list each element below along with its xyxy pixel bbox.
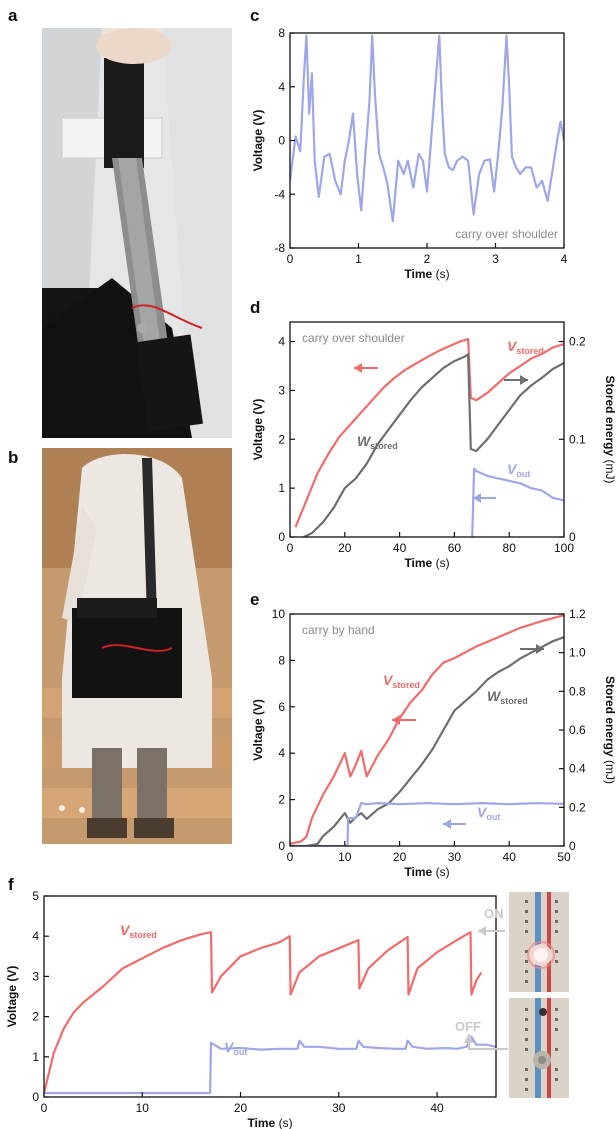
x-axis-label-c: Time (s) (404, 267, 449, 281)
y-axis-label-f: Voltage (V) (5, 966, 19, 1028)
y-tick-label-e: 4 (278, 746, 285, 760)
y-tick-label-d: 2 (278, 432, 285, 446)
annotation-c: carry over shoulder (455, 227, 558, 241)
indicator-on-label: ON (484, 906, 504, 921)
y2-tick-label-e: 0 (569, 839, 576, 853)
x-tick-label-d: 20 (338, 541, 352, 555)
y-tick-label-d: 3 (278, 383, 285, 397)
y-tick-label-e: 6 (278, 700, 285, 714)
y-tick-label-e: 0 (278, 839, 285, 853)
x-tick-label-f: 0 (41, 1101, 48, 1115)
series-label-e-2: Vout (477, 804, 500, 822)
y2-tick-label-e: 1.0 (569, 646, 586, 660)
y-axis-label-e: Voltage (V) (251, 699, 265, 761)
y-tick-label-c: -4 (274, 187, 285, 201)
series-line-e-1 (290, 637, 564, 846)
arrow-d-wstored-head (520, 375, 528, 385)
y2-tick-label-d: 0 (569, 530, 576, 544)
y-axis-label-c: Voltage (V) (251, 110, 265, 172)
y-tick-label-f: 5 (32, 889, 39, 903)
series-label-d-1: Wstored (357, 433, 398, 451)
x-tick-label-f: 40 (430, 1101, 444, 1115)
y2-tick-label-d: 0.1 (569, 432, 586, 446)
y-tick-label-f: 1 (32, 1050, 39, 1064)
y-tick-label-f: 0 (32, 1090, 39, 1104)
series-line-e-2 (290, 803, 564, 846)
y2-tick-label-e: 1.2 (569, 607, 586, 621)
series-label-e-1: Wstored (487, 688, 528, 706)
y-tick-label-c: 4 (278, 80, 285, 94)
series-line-f-0 (44, 932, 481, 1093)
y-tick-label-f: 2 (32, 1010, 39, 1024)
chart-e: 0 10 20 30 40 50024681000.20.40.60.81.01.2Tim… (251, 607, 616, 879)
x-tick-label-e: 0 (287, 850, 294, 864)
x-tick-label-d: 0 (287, 541, 294, 555)
x-tick-label-f: 20 (234, 1101, 248, 1115)
y-tick-label-c: 8 (278, 26, 285, 40)
series-line-d-0 (296, 339, 565, 527)
y-tick-label-d: 4 (278, 335, 285, 349)
x-tick-label-d: 80 (503, 541, 517, 555)
chart-c: 0 1 2 3 4 -8 -4 0 4 8 Time (s) Voltage (V) carry ove… (251, 26, 568, 281)
x-tick-label-c: 4 (561, 252, 568, 266)
x-axis-label-d: Time (s) (404, 556, 449, 570)
x-axis-label-e: Time (s) (404, 865, 449, 879)
y2-tick-label-d: 0.2 (569, 335, 586, 349)
x-tick-label-f: 30 (332, 1101, 346, 1115)
x-tick-label-d: 40 (393, 541, 407, 555)
plot-frame-c (290, 33, 564, 248)
x-tick-label-c: 0 (287, 252, 294, 266)
series-label-d-2: Vout (507, 461, 530, 479)
arrow-e-vout-head (443, 819, 451, 829)
series-label-f-0: Vstored (120, 922, 157, 940)
y-tick-label-c: 0 (278, 134, 285, 148)
y-tick-label-c: -8 (274, 241, 285, 255)
x-tick-label-c: 2 (424, 252, 431, 266)
arrow-on-head (478, 926, 486, 936)
x-tick-label-e: 30 (448, 850, 462, 864)
indicator-off-label: OFF (455, 1019, 481, 1034)
chart-f: 0 10 20 30 40 0 1 2 3 4 5 Time (s) Voltage (V) (5, 889, 496, 1129)
y-tick-label-e: 8 (278, 653, 285, 667)
x-tick-label-e: 10 (338, 850, 352, 864)
y2-tick-label-e: 0.6 (569, 723, 586, 737)
y-axis-label-d: Voltage (V) (251, 399, 265, 461)
y-tick-label-d: 0 (278, 530, 285, 544)
plot-frame-f (44, 896, 496, 1097)
annotation-d: carry over shoulder (302, 331, 405, 345)
y-tick-label-f: 4 (32, 929, 39, 943)
y2-axis-label-e: Stored energy (mJ) (603, 676, 616, 784)
y-tick-label-f: 3 (32, 969, 39, 983)
x-axis-label-f: Time (s) (247, 1116, 292, 1129)
series-label-f-1: Vout (224, 1039, 247, 1057)
y-tick-label-d: 1 (278, 481, 285, 495)
y2-tick-label-e: 0.4 (569, 762, 586, 776)
x-tick-label-c: 1 (355, 252, 362, 266)
y2-tick-label-e: 0.2 (569, 800, 586, 814)
x-tick-label-f: 10 (136, 1101, 150, 1115)
arrow-d-vstored-head (354, 363, 362, 373)
x-tick-label-c: 3 (492, 252, 499, 266)
annotation-e: carry by hand (302, 623, 375, 637)
y2-tick-label-e: 0.8 (569, 684, 586, 698)
y-tick-label-e: 10 (272, 607, 286, 621)
series-label-e-0: Vstored (383, 672, 420, 690)
x-tick-label-e: 20 (393, 850, 407, 864)
series-line-f-1 (44, 1037, 496, 1093)
series-line-c-0 (290, 36, 564, 221)
y-tick-label-e: 2 (278, 793, 285, 807)
x-tick-label-d: 60 (448, 541, 462, 555)
series-label-d-0: Vstored (507, 338, 544, 356)
y2-axis-label-d: Stored energy (mJ) (603, 375, 616, 483)
x-tick-label-e: 40 (503, 850, 517, 864)
